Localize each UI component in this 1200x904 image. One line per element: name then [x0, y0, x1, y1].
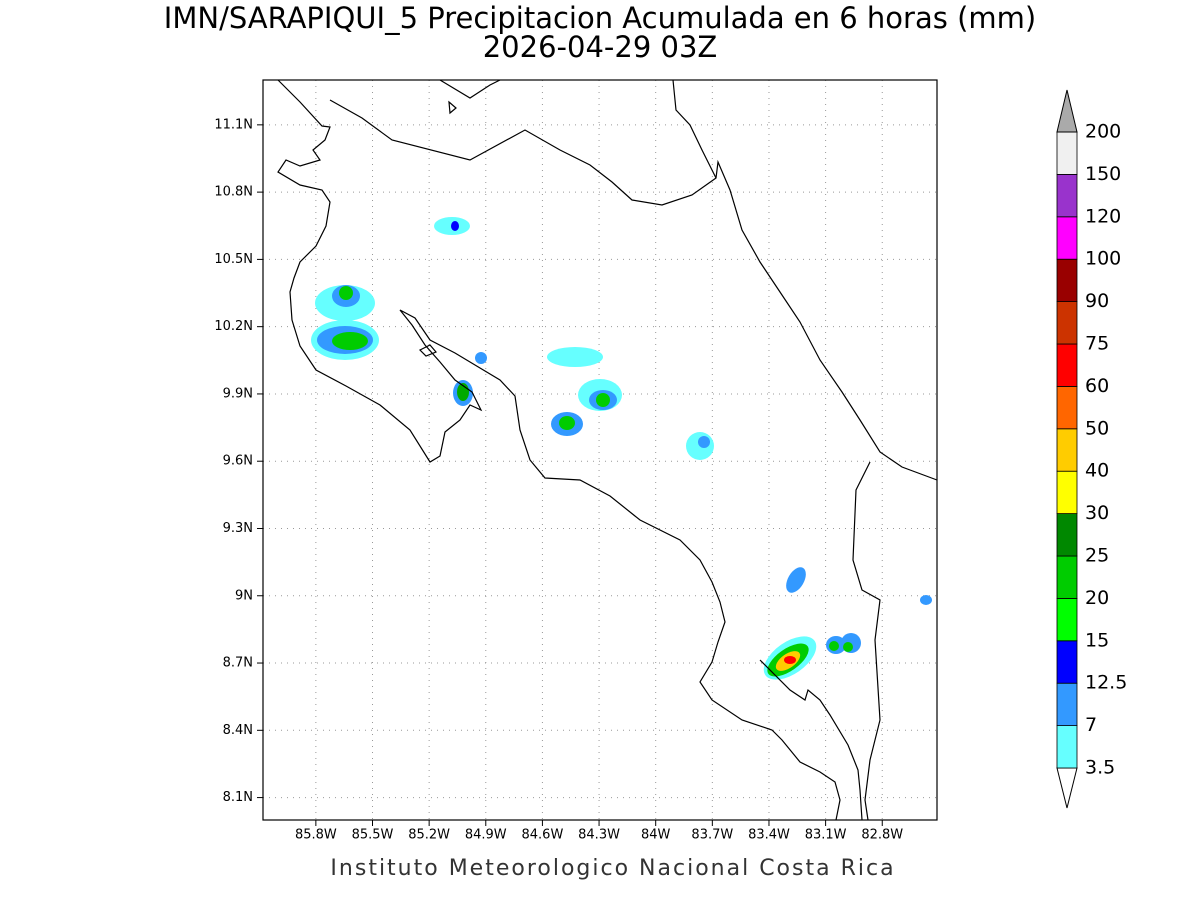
colorbar-segment [1056, 385, 1078, 430]
rain-area [596, 393, 610, 407]
x-tick-label: 83.7W [691, 828, 733, 843]
colorbar-label: 15 [1085, 629, 1109, 651]
x-tick-label: 83.1W [805, 828, 847, 843]
colorbar-label: 7 [1085, 714, 1097, 736]
colorbar-label: 3.5 [1085, 757, 1115, 779]
rain-area [547, 347, 603, 367]
colorbar-extend [1056, 89, 1078, 133]
colorbar: 3.5 7 12.5 15 20 25 30 40 50 60 75 90 100 120 150 200 [1056, 89, 1127, 809]
rain-area [829, 641, 839, 651]
rain-area [332, 332, 368, 350]
y-tick-label: 10.8N [214, 185, 253, 200]
footer: Instituto Meteorologico Nacional Costa R… [330, 856, 895, 881]
title: IMN/SARAPIQUI_5 Precipitacion Acumulada … [164, 1, 1036, 35]
colorbar-label: 150 [1085, 163, 1121, 185]
map-frame [262, 79, 938, 821]
x-tick-label: 84W [641, 828, 671, 843]
y-tick-label: 9.3N [223, 521, 253, 536]
colorbar-segment [1056, 598, 1078, 642]
colorbar-extend [1056, 767, 1078, 809]
x-tick-label: 85.2W [408, 828, 450, 843]
colorbar-segment [1056, 640, 1078, 684]
rain-area [920, 595, 932, 605]
colorbar-label: 40 [1085, 460, 1109, 482]
precipitation [311, 217, 932, 680]
colorbar-segment [1056, 555, 1078, 599]
rain-area [475, 352, 487, 364]
y-tick-label: 11.1N [214, 117, 253, 132]
colorbar-segment [1056, 470, 1078, 515]
coastline [277, 79, 938, 821]
colorbar-label: 90 [1085, 290, 1109, 312]
colorbar-label: 50 [1085, 417, 1109, 439]
rain-area [784, 656, 796, 664]
x-tick-label: 85.5W [352, 828, 394, 843]
colorbar-segment [1056, 725, 1078, 769]
x-tick-label: 84.3W [578, 828, 620, 843]
y-tick-label: 8.7N [223, 656, 253, 671]
rain-area [451, 221, 459, 231]
colorbar-label: 200 [1085, 121, 1121, 143]
colorbar-segment [1056, 131, 1078, 175]
colorbar-segment [1056, 301, 1078, 345]
colorbar-label: 100 [1085, 248, 1121, 270]
y-tick-label: 9.6N [223, 454, 253, 469]
colorbar-label: 20 [1085, 587, 1109, 609]
y-tick-label: 8.1N [223, 790, 253, 805]
colorbar-label: 30 [1085, 502, 1109, 524]
subtitle: 2026-04-29 03Z [483, 30, 718, 64]
y-tick-label: 10.5N [214, 252, 253, 267]
colorbar-label: 60 [1085, 375, 1109, 397]
y-tick-label: 9N [235, 588, 253, 603]
y-tick-label: 9.9N [223, 386, 253, 401]
x-tick-label: 84.6W [522, 828, 564, 843]
colorbar-segment [1056, 258, 1078, 303]
rain-area [786, 567, 806, 593]
colorbar-segment [1056, 343, 1078, 387]
x-tick-label: 84.9W [465, 828, 507, 843]
colorbar-label: 120 [1085, 205, 1121, 227]
rain-area [339, 286, 353, 300]
colorbar-segment [1056, 428, 1078, 472]
y-tick-label: 8.4N [223, 723, 253, 738]
rain-area [698, 436, 710, 448]
colorbar-label: 12.5 [1085, 672, 1127, 694]
colorbar-segment [1056, 173, 1078, 218]
x-tick-label: 85.8W [295, 828, 337, 843]
x-tick-label: 83.4W [748, 828, 790, 843]
rain-area [843, 642, 853, 652]
colorbar-label: 75 [1085, 333, 1109, 355]
x-tick-label: 82.8W [861, 828, 903, 843]
grid [257, 80, 937, 826]
colorbar-segment [1056, 513, 1078, 557]
y-tick-label: 10.2N [214, 319, 253, 334]
colorbar-segment [1056, 216, 1078, 260]
colorbar-label: 25 [1085, 545, 1109, 567]
colorbar-segment [1056, 682, 1078, 727]
rain-area [559, 416, 575, 430]
